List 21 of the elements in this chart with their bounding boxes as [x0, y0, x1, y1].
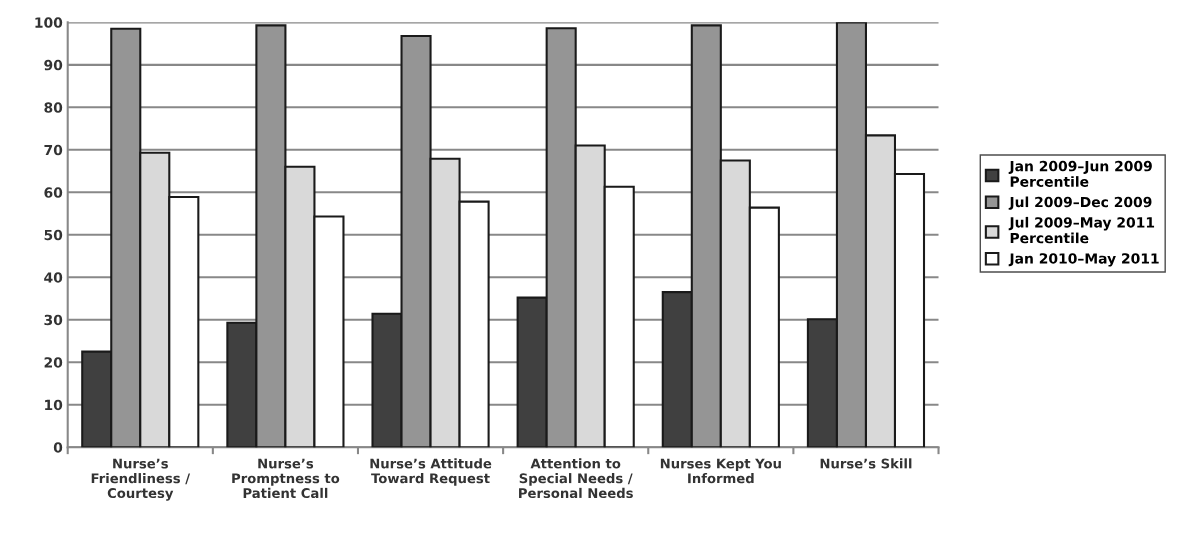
legend-label: Jul 2009–Dec 2009 [1008, 196, 1152, 210]
legend-label: Jul 2009–May 2011 Percentile [1008, 216, 1155, 244]
y-tick-label: 50 [44, 229, 63, 241]
x-tick-label: Nurse’s Friendliness / Courtesy [91, 458, 191, 501]
y-tick-label: 20 [44, 357, 63, 368]
y-tick-label: 80 [44, 102, 63, 113]
legend-label: Jan 2009–Jun 2009 Percentile [1008, 160, 1152, 187]
y-tick-label: 10 [45, 399, 63, 411]
y-tick-label: 60 [44, 187, 63, 198]
legend-label: Jan 2010–May 2011 [1008, 253, 1159, 267]
y-tick-label: 0 [53, 442, 63, 453]
y-tick-label: 30 [44, 314, 63, 326]
x-tick-label: Nurses Kept You Informed [660, 458, 781, 484]
y-tick-label: 40 [44, 272, 63, 283]
x-tick-label: Nurse’s Attitude Toward Request [370, 458, 492, 486]
y-tick-label: 70 [44, 144, 63, 156]
y-tick-label: 90 [44, 59, 63, 71]
x-tick-label: Attention to Special Needs / Personal Needs [519, 458, 633, 499]
x-tick-label: Nurse’s Skill [820, 458, 912, 469]
x-tick-label: Nurse’s Promptness to Patient Call [232, 458, 340, 499]
y-tick-label: 100 [35, 17, 63, 28]
